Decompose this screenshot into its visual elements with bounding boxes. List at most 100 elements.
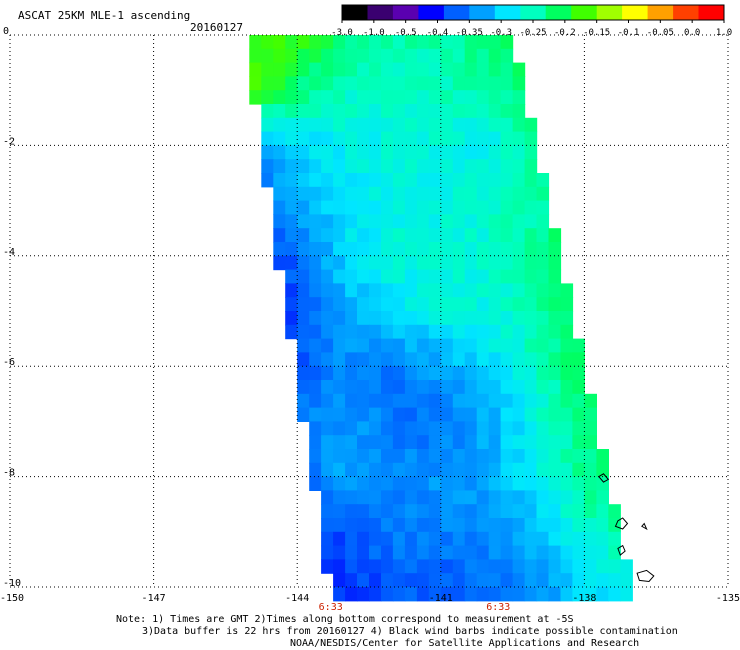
heatmap-cell [297,159,310,174]
heatmap-cell [548,531,562,547]
heatmap-cell [488,200,502,215]
heatmap-cell [404,449,418,464]
plot-coast [598,473,655,583]
heatmap-cell [404,283,418,298]
heatmap-cell [357,62,370,77]
heatmap-cell [404,117,418,133]
heatmap-cell [428,255,442,271]
heatmap-cell [512,352,526,367]
heatmap-cell [381,62,394,77]
heatmap-cell [476,104,490,119]
heatmap-cell [512,200,526,215]
heatmap-cell [500,311,514,326]
heatmap-cell [596,490,609,505]
heatmap-cell [428,545,442,560]
heatmap-cell [392,407,406,422]
heatmap-cell [321,214,334,229]
heatmap-cell [309,62,322,77]
heatmap-cell [345,518,358,533]
heatmap-cell [333,269,346,284]
heatmap-cell [476,545,490,560]
heatmap-cell [512,90,526,105]
heatmap-cell [560,504,574,519]
heatmap-cell [476,587,490,602]
heatmap-cell [428,186,442,202]
heatmap-cell [297,214,310,229]
heatmap-cell [428,242,442,257]
heatmap-cell [333,352,346,367]
heatmap-cell [476,242,490,257]
heatmap-cell [416,462,430,478]
heatmap-cell [392,393,406,409]
heatmap-cell [524,186,538,202]
heatmap-cell [381,421,394,436]
heatmap-cell [452,380,466,395]
heatmap-cell [524,504,538,519]
heatmap-cell [345,407,358,422]
heatmap-cell [404,90,418,105]
heatmap-cell [416,159,430,174]
heatmap-cell [512,407,526,422]
heatmap-cell [464,476,478,491]
plot-grid [9,34,729,588]
heatmap-cell [392,90,406,105]
heatmap-cell [345,559,358,574]
heatmap-cell [345,76,358,91]
heatmap-cell [369,587,382,602]
heatmap-cell [488,62,502,77]
heatmap-cell [596,504,609,519]
heatmap-cell [428,48,442,64]
heatmap-cell [273,48,286,64]
heatmap-cell [333,518,346,533]
colorbar-label: -0.4 [427,28,449,38]
heatmap-cell [273,131,286,146]
heatmap-cell [309,173,322,188]
heatmap-cell [404,145,418,160]
heatmap-cell [440,228,454,243]
heatmap-cell [500,76,514,91]
heatmap-cell [392,338,406,353]
heatmap-cell [524,173,538,188]
heatmap-cell [416,228,430,243]
heatmap-cell [548,228,562,243]
heatmap-cell [536,504,550,519]
heatmap-cell [369,269,382,284]
heatmap-cell [428,421,442,436]
heatmap-cell [440,573,454,588]
heatmap-cell [273,76,286,91]
heatmap-cell [261,76,274,91]
heatmap-cell [428,62,442,77]
heatmap-cell [285,62,298,77]
heatmap-cell [416,352,430,367]
heatmap-cell [512,214,526,229]
heatmap-cell [548,476,562,491]
heatmap-cell [369,104,382,119]
heatmap-cell [249,90,262,105]
heatmap-cell [333,462,346,478]
heatmap-cell [357,186,370,202]
heatmap-cell [548,504,562,519]
heatmap-cell [524,145,538,160]
heatmap-cell [416,62,430,77]
heatmap-cell [476,366,490,381]
heatmap-cell [464,573,478,588]
heatmap-cell [357,490,370,505]
colorbar-label: 0.0 [684,28,700,38]
heatmap-cell [321,297,334,312]
heatmap-cell [345,380,358,395]
heatmap-cell [333,393,346,409]
heatmap-cell [560,352,574,367]
heatmap-cell [261,90,274,105]
heatmap-cell [500,476,514,491]
heatmap-cell [321,366,334,381]
heatmap-cell [297,352,310,367]
heatmap-cell [512,504,526,519]
heatmap-cell [357,421,370,436]
heatmap-cell [560,407,574,422]
heatmap-cell [357,131,370,146]
heatmap-cell [369,242,382,257]
heatmap-cell [464,393,478,409]
heatmap-cell [416,117,430,133]
coastline-island [614,517,629,530]
heatmap-cell [428,476,442,491]
